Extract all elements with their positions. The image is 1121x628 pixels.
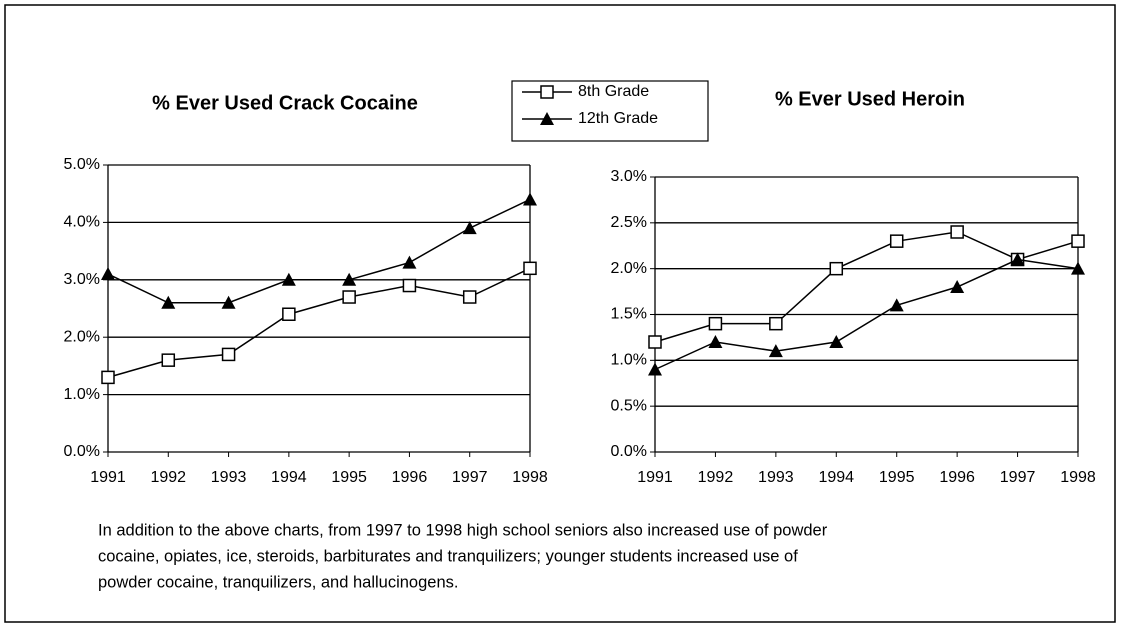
y-tick-label: 2.0%	[611, 260, 647, 277]
chart-title: % Ever Used Heroin	[775, 88, 965, 110]
y-tick-label: 4.0%	[64, 214, 100, 231]
marker	[950, 225, 964, 239]
x-tick-label: 1996	[939, 469, 975, 486]
marker	[462, 290, 477, 304]
x-tick-label: 1998	[512, 469, 548, 486]
x-tick-label: 1992	[150, 469, 186, 486]
series-line	[107, 267, 531, 379]
marker	[402, 255, 417, 269]
x-tick-label: 1993	[211, 469, 247, 486]
marker	[523, 261, 537, 276]
y-tick-label: 0.0%	[611, 443, 647, 460]
series-line	[654, 258, 1079, 371]
x-tick-label: 1996	[392, 469, 428, 486]
x-tick-label: 1994	[271, 469, 307, 486]
marker	[161, 353, 176, 367]
y-tick-label: 2.0%	[64, 328, 100, 345]
marker	[342, 272, 357, 286]
marker	[648, 362, 662, 376]
x-tick-label: 1991	[90, 469, 126, 486]
y-tick-label: 1.0%	[611, 352, 647, 369]
series-line	[107, 198, 531, 304]
y-tick-label: 1.0%	[64, 386, 100, 403]
marker	[1071, 234, 1085, 248]
marker	[889, 298, 904, 312]
x-tick-label: 1991	[637, 469, 673, 486]
marker	[221, 347, 236, 362]
caption-line: cocaine, opiates, ice, steroids, barbitu…	[98, 547, 798, 565]
x-tick-label: 1995	[331, 469, 367, 486]
marker	[829, 335, 844, 348]
y-tick-label: 3.0%	[64, 271, 100, 288]
marker	[282, 307, 296, 321]
legend-label: 12th Grade	[578, 110, 658, 127]
x-tick-label: 1998	[1060, 469, 1096, 486]
y-tick-label: 0.5%	[611, 397, 647, 414]
x-tick-label: 1997	[1000, 469, 1036, 486]
x-tick-label: 1995	[879, 469, 915, 486]
y-tick-label: 0.0%	[64, 443, 100, 460]
marker	[161, 295, 176, 309]
marker	[402, 278, 417, 293]
chart-title: % Ever Used Crack Cocaine	[152, 92, 418, 114]
marker	[889, 234, 904, 248]
caption-line: In addition to the above charts, from 19…	[98, 521, 828, 539]
marker	[769, 316, 783, 331]
marker	[540, 112, 554, 125]
marker	[708, 316, 723, 331]
legend-label: 8th Grade	[578, 83, 649, 100]
x-tick-label: 1994	[818, 469, 854, 486]
caption-line: powder cocaine, tranquilizers, and hallu…	[98, 573, 458, 591]
marker	[101, 267, 115, 281]
marker	[342, 290, 356, 304]
x-tick-label: 1993	[758, 469, 794, 486]
marker	[462, 221, 477, 235]
marker	[829, 261, 844, 276]
y-tick-label: 1.5%	[611, 306, 647, 323]
series-line	[654, 231, 1079, 343]
marker	[648, 335, 662, 349]
y-tick-label: 5.0%	[64, 156, 100, 173]
marker	[221, 295, 236, 309]
y-tick-label: 3.0%	[611, 168, 647, 185]
marker	[1010, 252, 1025, 266]
marker	[523, 192, 537, 206]
marker	[708, 335, 723, 348]
marker	[101, 370, 115, 385]
marker	[950, 280, 965, 293]
marker	[1071, 261, 1085, 275]
marker	[281, 272, 296, 286]
x-tick-label: 1997	[452, 469, 488, 486]
marker	[768, 344, 783, 358]
y-tick-label: 2.5%	[611, 214, 647, 231]
x-tick-label: 1992	[698, 469, 734, 486]
marker	[540, 85, 554, 99]
